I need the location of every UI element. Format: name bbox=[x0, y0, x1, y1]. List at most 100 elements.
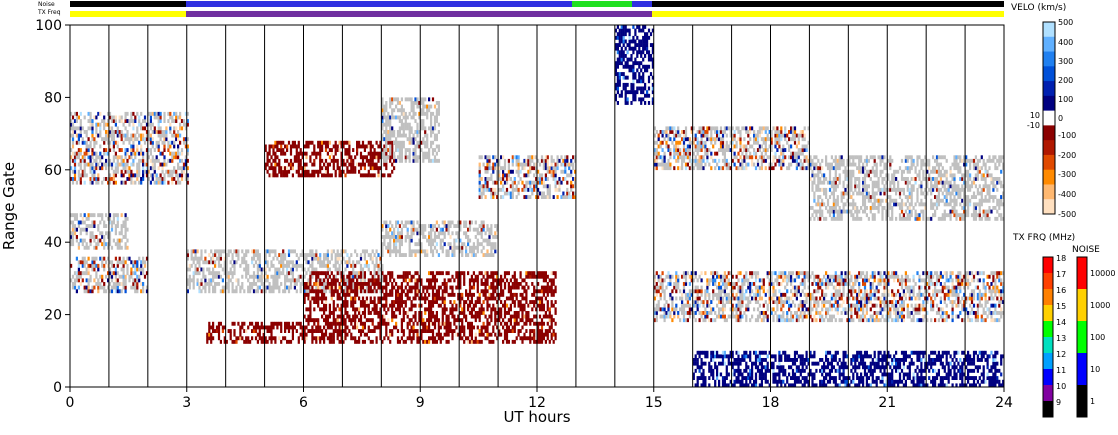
heatmap-cell bbox=[87, 155, 90, 160]
heatmap-cell bbox=[120, 231, 123, 236]
heatmap-cell bbox=[79, 166, 82, 171]
heatmap-cell bbox=[214, 274, 217, 279]
heatmap-cell bbox=[529, 187, 532, 192]
heatmap-cell bbox=[313, 253, 316, 257]
heatmap-cell bbox=[268, 289, 271, 294]
heatmap-cell bbox=[326, 282, 329, 286]
heatmap-cell bbox=[527, 158, 530, 163]
heatmap-cell bbox=[431, 321, 435, 326]
heatmap-cell bbox=[373, 289, 376, 294]
heatmap-cell bbox=[544, 311, 547, 315]
heatmap-cell bbox=[515, 336, 518, 341]
heatmap-cell bbox=[622, 72, 625, 76]
heatmap-cell bbox=[488, 292, 491, 297]
heatmap-cell bbox=[143, 115, 147, 120]
heatmap-cell bbox=[630, 64, 633, 69]
heatmap-cell bbox=[284, 169, 287, 174]
heatmap-cell bbox=[212, 336, 215, 341]
heatmap-cell bbox=[126, 177, 129, 181]
heatmap-cell bbox=[562, 158, 565, 163]
heatmap-cell bbox=[124, 235, 127, 239]
heatmap-cell bbox=[147, 130, 150, 134]
heatmap-cell bbox=[169, 169, 172, 174]
heatmap-cell bbox=[73, 155, 77, 160]
heatmap-cell bbox=[441, 292, 444, 297]
heatmap-cell bbox=[486, 166, 489, 171]
heatmap-cell bbox=[217, 336, 221, 341]
heatmap-cell bbox=[210, 249, 213, 254]
heatmap-cell bbox=[540, 180, 544, 185]
heatmap-cell bbox=[251, 282, 254, 286]
heatmap-cell bbox=[126, 158, 129, 163]
heatmap-cell bbox=[319, 144, 322, 149]
heatmap-cell bbox=[93, 267, 96, 272]
heatmap-cell bbox=[311, 249, 314, 254]
heatmap-cell bbox=[476, 296, 479, 301]
heatmap-cell bbox=[395, 325, 398, 330]
heatmap-cell bbox=[95, 271, 98, 276]
heatmap-cell bbox=[75, 151, 78, 156]
heatmap-cell bbox=[395, 115, 398, 120]
heatmap-cell bbox=[494, 242, 497, 247]
heatmap-cell bbox=[192, 256, 195, 261]
heatmap-cell bbox=[537, 325, 540, 330]
heatmap-cell bbox=[89, 263, 92, 268]
heatmap-cell bbox=[93, 137, 96, 142]
heatmap-cell bbox=[389, 278, 392, 283]
heatmap-cell bbox=[389, 158, 392, 163]
heatmap-cell bbox=[149, 137, 152, 142]
heatmap-cell bbox=[500, 274, 503, 279]
heatmap-cell bbox=[354, 271, 357, 276]
heatmap-cell bbox=[400, 104, 403, 109]
heatmap-cell bbox=[83, 115, 86, 120]
heatmap-cell bbox=[194, 253, 197, 257]
heatmap-cell bbox=[77, 285, 80, 290]
heatmap-cell bbox=[420, 126, 423, 131]
heatmap-cell bbox=[210, 260, 213, 265]
heatmap-cell bbox=[640, 86, 643, 91]
heatmap-cell bbox=[373, 300, 376, 304]
heatmap-cell bbox=[412, 104, 415, 109]
heatmap-cell bbox=[83, 130, 86, 134]
heatmap-cell bbox=[159, 180, 162, 185]
heatmap-cell bbox=[463, 282, 466, 286]
heatmap-cell bbox=[75, 115, 78, 120]
heatmap-cell bbox=[667, 158, 670, 163]
heatmap-cell bbox=[461, 329, 464, 333]
heatmap-cell bbox=[451, 336, 454, 341]
heatmap-cell bbox=[136, 177, 139, 181]
heatmap-cell bbox=[389, 227, 392, 232]
heatmap-cell bbox=[492, 339, 495, 344]
heatmap-cell bbox=[484, 253, 487, 257]
heatmap-cell bbox=[453, 249, 456, 254]
heatmap-cell bbox=[241, 282, 244, 286]
heatmap-cell bbox=[147, 111, 150, 116]
heatmap-cell bbox=[663, 158, 666, 163]
heatmap-cell bbox=[542, 271, 545, 276]
heatmap-cell bbox=[280, 321, 283, 326]
heatmap-cell bbox=[87, 151, 90, 156]
heatmap-cell bbox=[276, 325, 279, 330]
heatmap-cell bbox=[529, 274, 532, 279]
heatmap-cell bbox=[328, 289, 331, 294]
heatmap-cell bbox=[256, 325, 259, 330]
heatmap-cell bbox=[274, 336, 277, 341]
heatmap-cell bbox=[381, 108, 384, 113]
heatmap-cell bbox=[398, 140, 401, 145]
heatmap-cell bbox=[95, 256, 98, 261]
heatmap-cell bbox=[402, 224, 405, 228]
heatmap-cell bbox=[342, 289, 345, 294]
heatmap-cell bbox=[437, 122, 440, 127]
heatmap-cell bbox=[352, 166, 355, 171]
heatmap-cell bbox=[101, 137, 104, 142]
heatmap-cell bbox=[391, 311, 394, 315]
heatmap-cell bbox=[227, 329, 230, 333]
heatmap-cell bbox=[276, 256, 279, 261]
heatmap-cell bbox=[105, 148, 108, 152]
heatmap-cell bbox=[447, 249, 450, 254]
heatmap-cell bbox=[634, 61, 637, 66]
heatmap-cell bbox=[400, 274, 403, 279]
heatmap-cell bbox=[359, 151, 363, 156]
heatmap-cell bbox=[280, 256, 283, 261]
heatmap-cell bbox=[215, 256, 219, 261]
